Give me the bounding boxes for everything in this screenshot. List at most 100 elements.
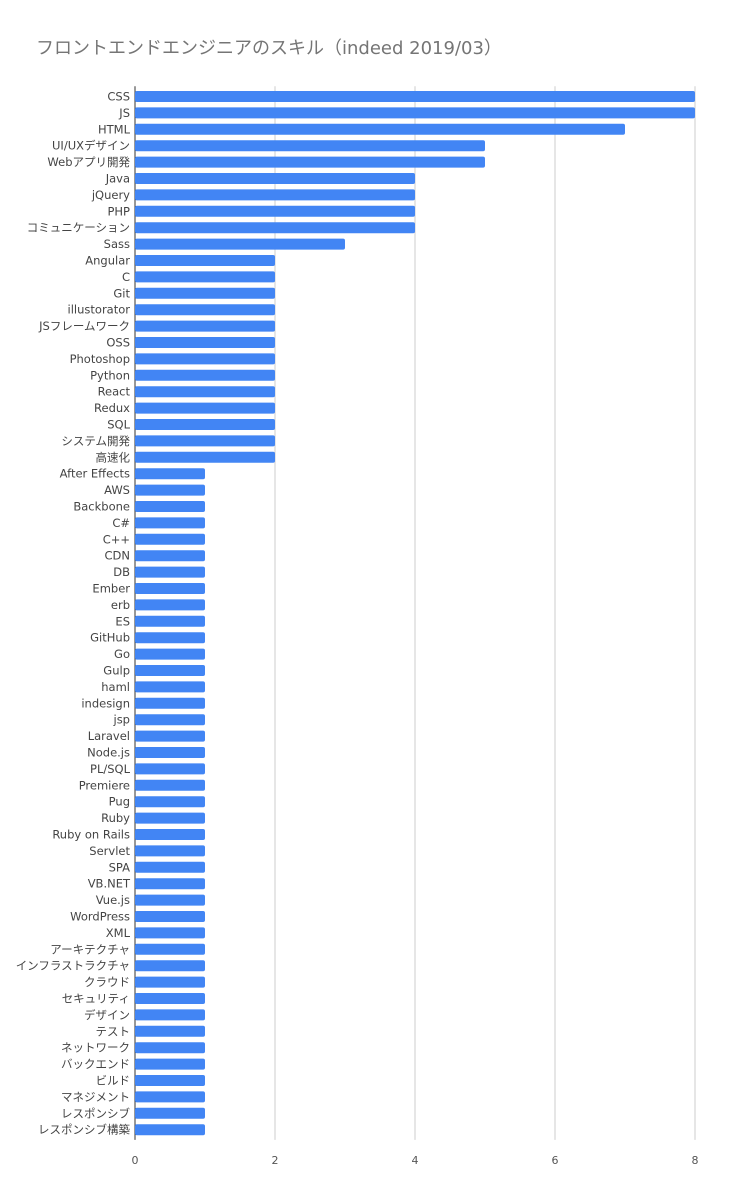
bar [135, 796, 205, 808]
category-label: jsp [113, 713, 131, 727]
category-label: illustorator [68, 303, 131, 317]
category-label: C [122, 270, 130, 284]
category-label: SQL [107, 418, 130, 432]
category-label: AWS [104, 483, 130, 497]
category-label: Photoshop [70, 352, 130, 366]
bar-layer [135, 91, 695, 1136]
category-label: テスト [96, 1024, 131, 1038]
category-label: DB [113, 565, 130, 579]
category-label: コミュニケーション [27, 221, 130, 235]
bar [135, 91, 695, 102]
bar [135, 173, 415, 184]
bar [135, 205, 415, 217]
category-label: Angular [85, 254, 130, 268]
bar [135, 517, 205, 529]
bar [135, 615, 205, 627]
category-label: CDN [105, 549, 131, 563]
bar [135, 1091, 205, 1103]
bar [135, 812, 205, 824]
bar [135, 1042, 205, 1054]
category-label: Pug [109, 795, 130, 809]
category-label: C# [112, 516, 130, 530]
bar [135, 894, 205, 906]
category-label: C++ [103, 532, 130, 546]
category-label: VB.NET [88, 877, 131, 891]
category-label: システム開発 [61, 434, 130, 448]
bar [135, 107, 695, 119]
category-label: Ruby [101, 811, 130, 825]
category-label: 高速化 [96, 450, 131, 464]
category-label: Node.js [87, 746, 130, 760]
bar [135, 1075, 205, 1086]
bar [135, 1009, 205, 1021]
category-label: Go [114, 647, 130, 661]
category-label: Gulp [103, 664, 130, 678]
bar [135, 402, 275, 414]
category-label: セキュリティ [62, 992, 130, 1006]
category-label: Java [105, 172, 130, 186]
category-label: レスポンシブ [61, 1106, 130, 1120]
bar [135, 861, 205, 873]
category-label: After Effects [60, 467, 130, 481]
category-label: レスポンシブ構築 [38, 1123, 130, 1137]
bar [135, 369, 275, 381]
category-label: UI/UXデザイン [52, 139, 130, 153]
bar [135, 976, 205, 988]
bar [135, 419, 275, 430]
category-label: ネットワーク [61, 1041, 130, 1055]
bar [135, 697, 205, 709]
category-label: Ruby on Rails [52, 828, 130, 842]
bar [135, 222, 415, 234]
category-label: ビルド [96, 1074, 131, 1088]
bar [135, 255, 275, 266]
bar [135, 451, 275, 463]
bar [135, 156, 485, 168]
bar [135, 960, 205, 972]
category-label: Backbone [73, 500, 130, 514]
bar [135, 468, 205, 480]
bar [135, 533, 205, 545]
category-label: インフラストラクチャ [16, 959, 130, 973]
bar [135, 304, 275, 316]
category-label: PHP [107, 204, 130, 218]
category-label: GitHub [90, 631, 130, 645]
bar [135, 714, 205, 726]
bar [135, 123, 625, 135]
x-tick-label: 0 [132, 1154, 139, 1167]
category-label: indesign [81, 696, 130, 710]
bar [135, 878, 205, 890]
category-label: JSフレームワーク [38, 319, 130, 333]
bar [135, 779, 205, 791]
category-label: ES [115, 614, 130, 628]
category-label: Webアプリ開発 [47, 155, 130, 169]
category-label: クラウド [84, 975, 130, 989]
bar [135, 484, 205, 496]
category-label: HTML [98, 122, 131, 136]
category-label: Sass [104, 237, 130, 251]
category-label: XML [106, 926, 131, 940]
category-label: haml [101, 680, 130, 694]
bar [135, 287, 275, 299]
bar [135, 927, 205, 939]
bar [135, 566, 205, 578]
bar [135, 632, 205, 644]
category-label: Premiere [79, 778, 130, 792]
bar [135, 435, 275, 447]
category-label: アーキテクチャ [50, 942, 130, 956]
bar [135, 943, 205, 955]
x-tick-label: 8 [692, 1154, 699, 1167]
category-label: デザイン [84, 1008, 130, 1022]
category-label: WordPress [70, 910, 130, 924]
category-label: SPA [109, 860, 130, 874]
bar [135, 681, 205, 693]
category-label: Laravel [88, 729, 130, 743]
bar [135, 665, 205, 676]
bar [135, 747, 205, 758]
bar [135, 271, 275, 283]
bar [135, 1124, 205, 1136]
x-tick-label: 6 [552, 1154, 559, 1167]
x-tick-label: 4 [412, 1154, 419, 1167]
category-label: Servlet [89, 844, 130, 858]
category-label: CSS [107, 90, 130, 104]
